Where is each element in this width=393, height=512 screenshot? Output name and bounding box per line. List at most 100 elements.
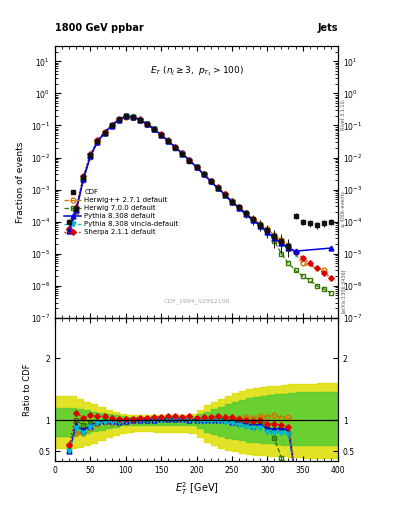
Herwig 7.0.0 default	[109, 122, 114, 129]
Sherpa 2.1.1 default	[123, 113, 128, 119]
Sherpa 2.1.1 default	[130, 114, 135, 120]
Y-axis label: Ratio to CDF: Ratio to CDF	[24, 363, 33, 416]
Herwig 7.0.0 default	[138, 117, 142, 123]
Sherpa 2.1.1 default	[152, 125, 156, 132]
Pythia 8.308 vincia-default	[251, 218, 255, 224]
Pythia 8.308 vincia-default	[201, 172, 206, 178]
Sherpa 2.1.1 default	[321, 270, 326, 276]
Herwig 7.0.0 default	[293, 267, 298, 273]
Herwig++ 2.7.1 default	[244, 209, 248, 216]
Sherpa 2.1.1 default	[67, 226, 72, 232]
Herwig 7.0.0 default	[329, 290, 333, 296]
Pythia 8.308 default	[109, 122, 114, 129]
Herwig++ 2.7.1 default	[279, 238, 284, 244]
Herwig 7.0.0 default	[88, 153, 93, 159]
Herwig++ 2.7.1 default	[109, 123, 114, 129]
Line: Herwig++ 2.7.1 default: Herwig++ 2.7.1 default	[67, 114, 326, 273]
Pythia 8.308 vincia-default	[272, 236, 277, 242]
Herwig++ 2.7.1 default	[300, 260, 305, 266]
Herwig++ 2.7.1 default	[286, 242, 291, 248]
Herwig++ 2.7.1 default	[194, 164, 199, 170]
Sherpa 2.1.1 default	[109, 122, 114, 128]
Herwig++ 2.7.1 default	[123, 114, 128, 120]
Sherpa 2.1.1 default	[272, 234, 277, 240]
Pythia 8.308 vincia-default	[159, 132, 163, 138]
Sherpa 2.1.1 default	[138, 116, 142, 122]
Herwig 7.0.0 default	[152, 126, 156, 132]
Herwig++ 2.7.1 default	[130, 114, 135, 120]
Herwig 7.0.0 default	[116, 117, 121, 123]
Sherpa 2.1.1 default	[166, 137, 171, 143]
Line: Pythia 8.308 default: Pythia 8.308 default	[67, 114, 333, 253]
Pythia 8.308 default	[215, 185, 220, 191]
Text: $E_T\ (n_j \geq 3,\ p_{T_1} > 100)$: $E_T\ (n_j \geq 3,\ p_{T_1} > 100)$	[149, 65, 244, 78]
Pythia 8.308 default	[102, 130, 107, 136]
Herwig++ 2.7.1 default	[201, 171, 206, 177]
Herwig 7.0.0 default	[251, 217, 255, 223]
Herwig++ 2.7.1 default	[102, 130, 107, 136]
Pythia 8.308 vincia-default	[173, 144, 178, 151]
Pythia 8.308 default	[201, 171, 206, 177]
Herwig++ 2.7.1 default	[187, 157, 192, 163]
Herwig 7.0.0 default	[307, 277, 312, 283]
Herwig 7.0.0 default	[230, 199, 234, 205]
Pythia 8.308 default	[81, 176, 86, 182]
Herwig 7.0.0 default	[314, 283, 319, 289]
Herwig 7.0.0 default	[208, 178, 213, 184]
Herwig++ 2.7.1 default	[95, 139, 100, 145]
Pythia 8.308 default	[180, 151, 185, 157]
Herwig++ 2.7.1 default	[272, 232, 277, 238]
Pythia 8.308 default	[123, 113, 128, 119]
Herwig++ 2.7.1 default	[321, 267, 326, 273]
Herwig++ 2.7.1 default	[222, 191, 227, 197]
Sherpa 2.1.1 default	[187, 157, 192, 163]
Pythia 8.308 default	[159, 132, 163, 138]
Herwig 7.0.0 default	[67, 228, 72, 234]
Herwig++ 2.7.1 default	[81, 177, 86, 183]
Herwig++ 2.7.1 default	[152, 126, 156, 133]
Pythia 8.308 default	[258, 223, 263, 229]
Pythia 8.308 default	[116, 117, 121, 123]
Pythia 8.308 vincia-default	[116, 117, 121, 123]
Sherpa 2.1.1 default	[251, 216, 255, 222]
Herwig 7.0.0 default	[222, 191, 227, 198]
Sherpa 2.1.1 default	[102, 129, 107, 135]
Line: Sherpa 2.1.1 default: Sherpa 2.1.1 default	[67, 114, 333, 280]
Pythia 8.308 vincia-default	[208, 179, 213, 185]
Text: [arXiv:1306.3436]: [arXiv:1306.3436]	[341, 268, 346, 313]
Herwig++ 2.7.1 default	[145, 121, 149, 127]
Sherpa 2.1.1 default	[215, 184, 220, 190]
Herwig++ 2.7.1 default	[265, 226, 270, 232]
Herwig++ 2.7.1 default	[251, 216, 255, 222]
Text: Rivet 3.1.10,: Rivet 3.1.10,	[341, 98, 346, 130]
Pythia 8.308 vincia-default	[244, 212, 248, 218]
Sherpa 2.1.1 default	[258, 222, 263, 228]
Pythia 8.308 vincia-default	[215, 185, 220, 191]
Sherpa 2.1.1 default	[180, 150, 185, 156]
Herwig++ 2.7.1 default	[237, 204, 241, 210]
Herwig 7.0.0 default	[95, 139, 100, 145]
Pythia 8.308 vincia-default	[95, 139, 100, 145]
Pythia 8.308 vincia-default	[102, 130, 107, 136]
Pythia 8.308 default	[67, 228, 72, 234]
Herwig 7.0.0 default	[102, 130, 107, 136]
Pythia 8.308 vincia-default	[194, 164, 199, 170]
Herwig 7.0.0 default	[194, 164, 199, 170]
Pythia 8.308 vincia-default	[81, 177, 86, 183]
Sherpa 2.1.1 default	[95, 137, 100, 143]
Herwig 7.0.0 default	[265, 228, 270, 234]
Herwig 7.0.0 default	[180, 151, 185, 157]
Pythia 8.308 vincia-default	[187, 158, 192, 164]
Sherpa 2.1.1 default	[208, 178, 213, 184]
Sherpa 2.1.1 default	[307, 260, 312, 266]
Pythia 8.308 default	[279, 240, 284, 246]
Text: ≥ 400k events: ≥ 400k events	[341, 191, 346, 227]
Herwig 7.0.0 default	[145, 121, 149, 127]
Herwig 7.0.0 default	[321, 286, 326, 292]
Sherpa 2.1.1 default	[237, 204, 241, 210]
Herwig 7.0.0 default	[173, 144, 178, 151]
Pythia 8.308 vincia-default	[138, 117, 142, 123]
Sherpa 2.1.1 default	[116, 116, 121, 122]
Sherpa 2.1.1 default	[173, 144, 178, 150]
Sherpa 2.1.1 default	[329, 274, 333, 281]
